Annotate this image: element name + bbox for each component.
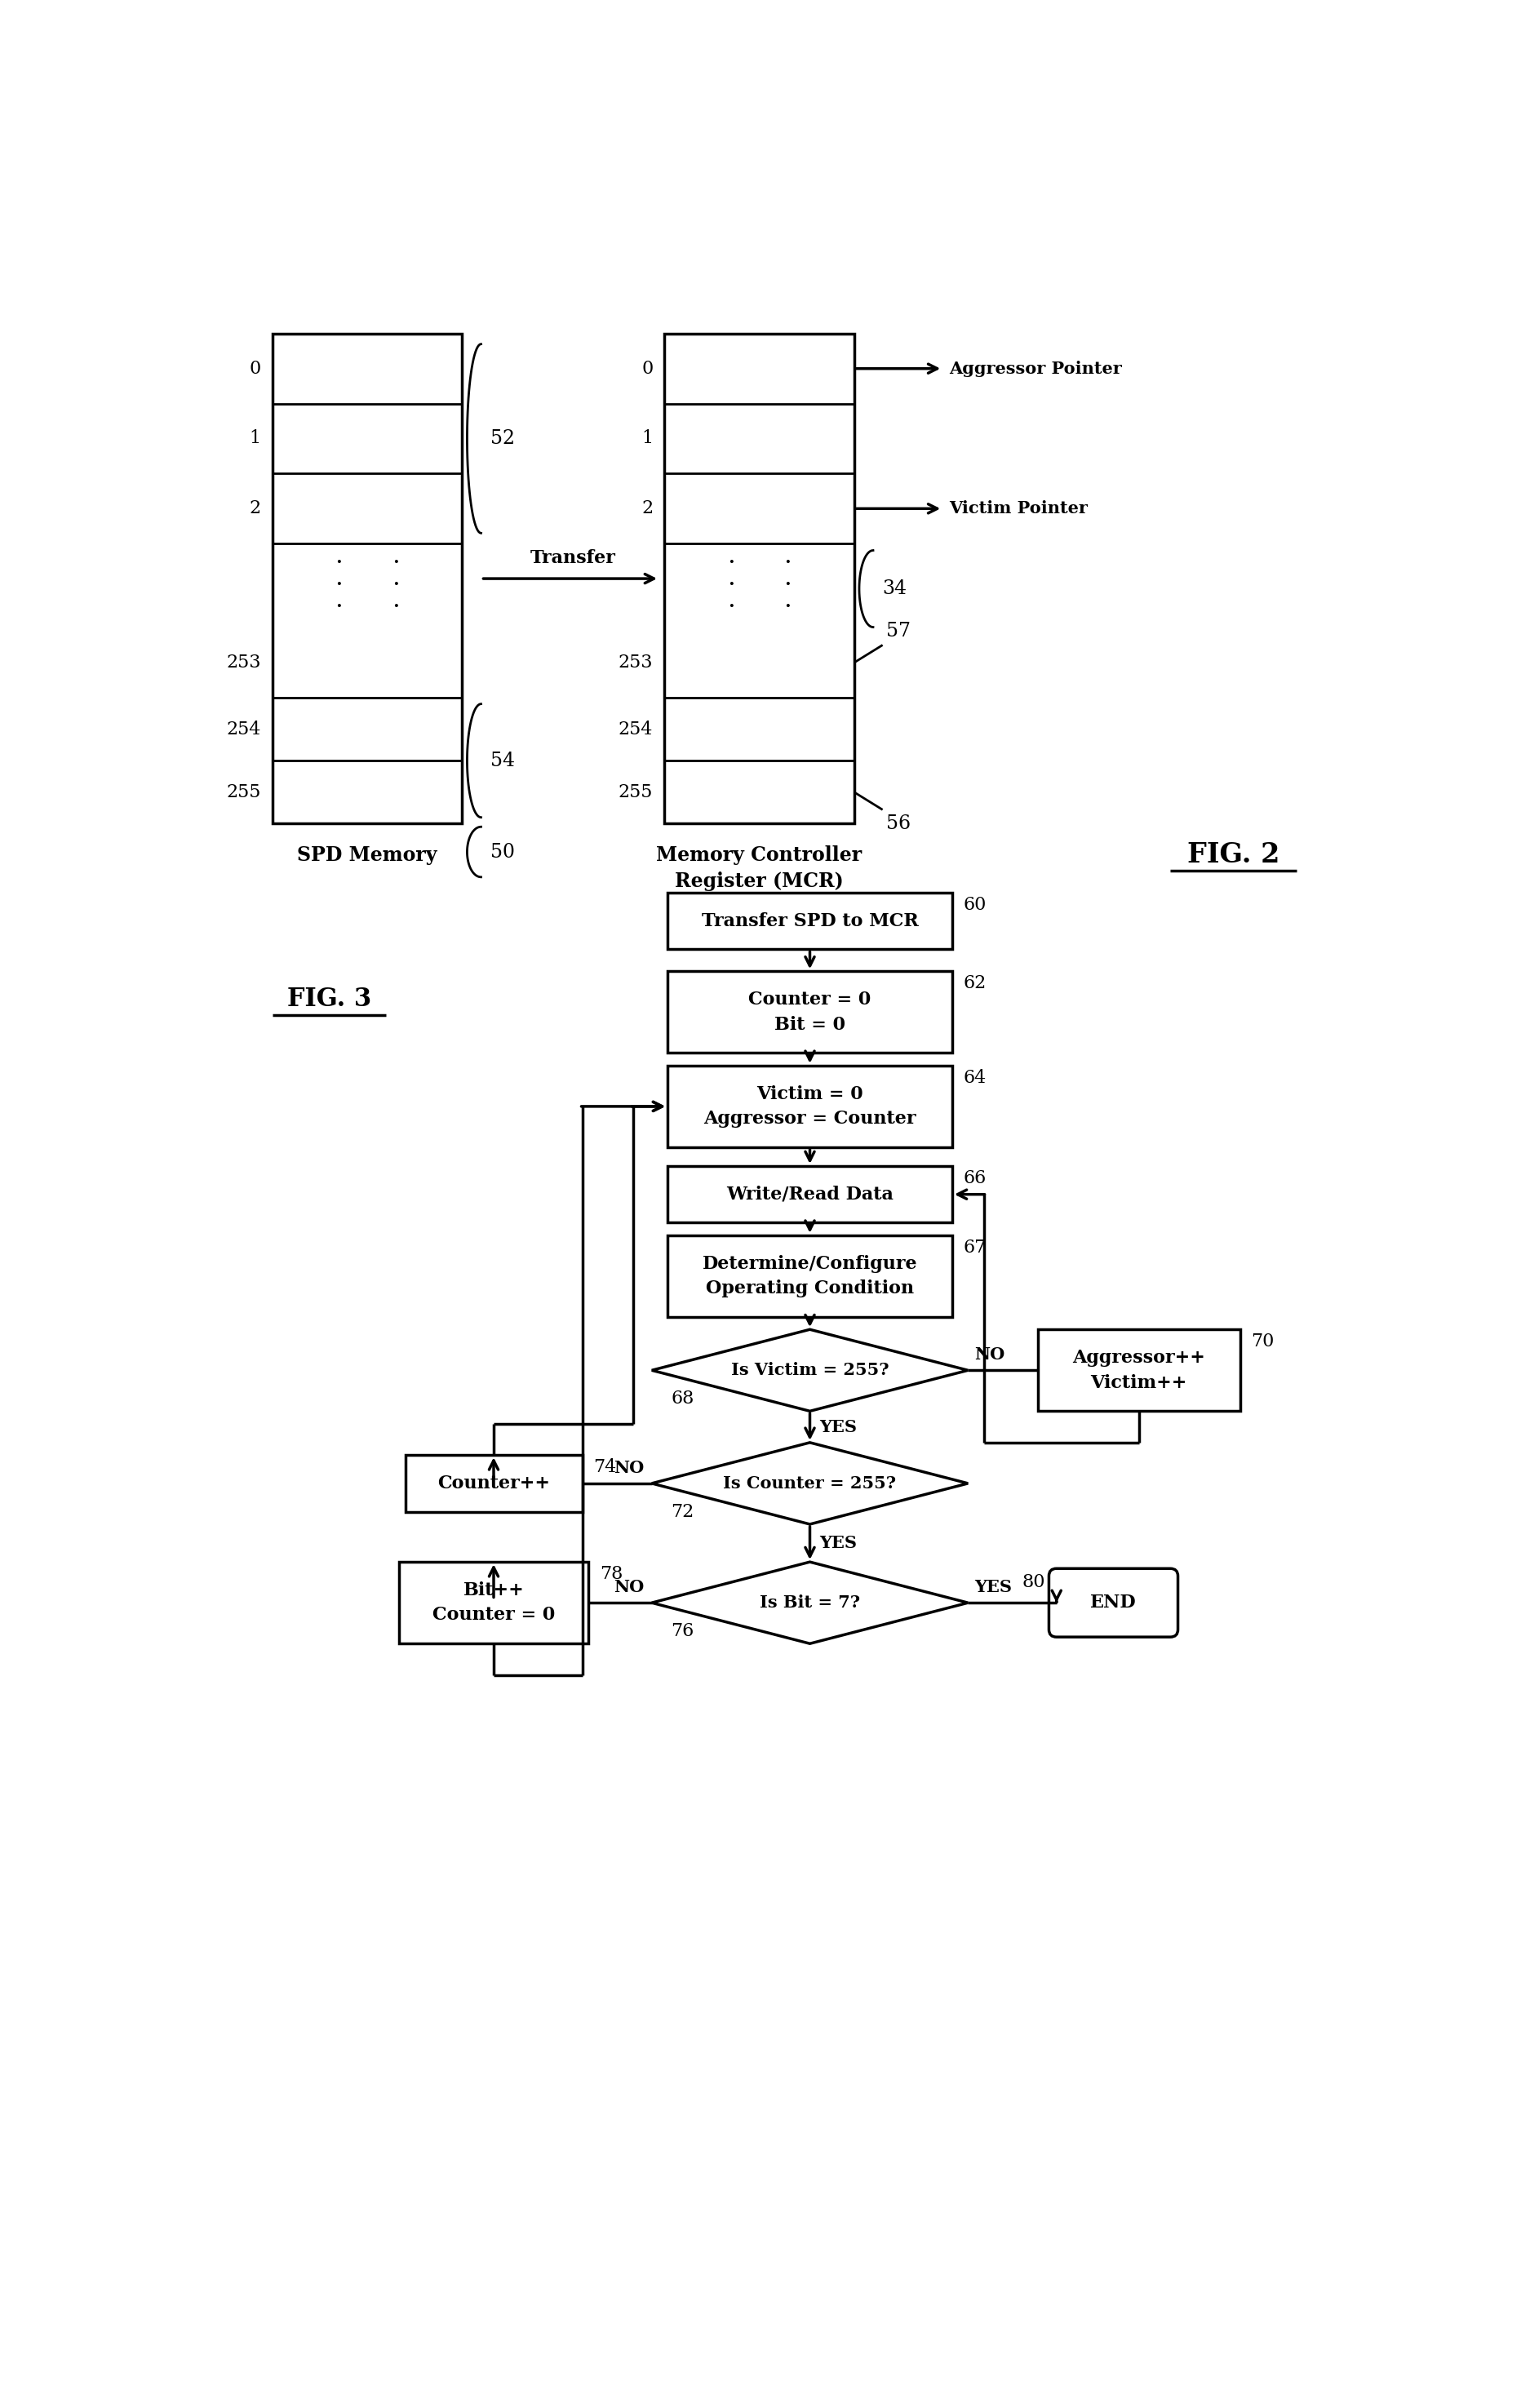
Bar: [399, 1563, 589, 1645]
Bar: [668, 1235, 952, 1317]
Bar: [668, 893, 952, 949]
Text: 0: 0: [642, 359, 653, 378]
Text: Memory Controller
Register (MCR): Memory Controller Register (MCR): [657, 845, 862, 891]
Text: 254: 254: [619, 720, 653, 739]
Text: ·: ·: [392, 551, 400, 576]
Bar: [668, 1165, 952, 1223]
Text: 1: 1: [249, 429, 262, 448]
Text: Transfer: Transfer: [529, 549, 616, 568]
Text: NO: NO: [975, 1346, 1005, 1363]
Text: Transfer SPD to MCR: Transfer SPD to MCR: [701, 913, 919, 929]
Text: Bit++
Counter = 0: Bit++ Counter = 0: [432, 1582, 555, 1623]
Bar: [272, 335, 462, 824]
Polygon shape: [653, 1329, 967, 1411]
Text: 253: 253: [619, 653, 653, 672]
Text: Is Bit = 7?: Is Bit = 7?: [759, 1594, 859, 1611]
Text: ·: ·: [392, 573, 400, 597]
Bar: [405, 1454, 583, 1512]
Text: ·: ·: [783, 595, 792, 621]
Text: ·: ·: [783, 551, 792, 576]
Text: Counter = 0
Bit = 0: Counter = 0 Bit = 0: [748, 990, 872, 1033]
Text: END: END: [1091, 1594, 1136, 1611]
Text: 34: 34: [882, 580, 907, 597]
Text: 255: 255: [227, 783, 262, 802]
FancyBboxPatch shape: [1049, 1568, 1177, 1637]
Text: Determine/Configure
Operating Condition: Determine/Configure Operating Condition: [703, 1255, 917, 1298]
Text: 52: 52: [490, 429, 516, 448]
Text: ·: ·: [335, 595, 342, 621]
Text: 68: 68: [671, 1389, 694, 1409]
Text: Is Counter = 255?: Is Counter = 255?: [724, 1476, 896, 1491]
Text: Counter++: Counter++: [438, 1474, 551, 1493]
Text: Write/Read Data: Write/Read Data: [727, 1185, 893, 1204]
Text: Victim = 0
Aggressor = Counter: Victim = 0 Aggressor = Counter: [704, 1086, 916, 1127]
Text: ·: ·: [727, 595, 735, 621]
Text: ·: ·: [335, 573, 342, 597]
Text: FIG. 2: FIG. 2: [1188, 843, 1279, 869]
Text: Aggressor++
Victim++: Aggressor++ Victim++: [1072, 1348, 1205, 1392]
Text: ·: ·: [392, 595, 400, 621]
Text: 254: 254: [227, 720, 262, 739]
Text: YES: YES: [975, 1580, 1011, 1594]
Bar: [668, 1067, 952, 1146]
Polygon shape: [653, 1442, 967, 1524]
Text: 78: 78: [599, 1565, 624, 1582]
Text: 66: 66: [963, 1170, 987, 1187]
Text: 2: 2: [642, 498, 653, 518]
Text: 74: 74: [593, 1459, 616, 1476]
Text: 70: 70: [1252, 1332, 1275, 1351]
Bar: [668, 970, 952, 1052]
Text: 54: 54: [490, 751, 516, 771]
Bar: [665, 335, 855, 824]
Text: 60: 60: [963, 896, 987, 915]
Text: 0: 0: [249, 359, 262, 378]
Text: Aggressor Pointer: Aggressor Pointer: [949, 361, 1122, 376]
Text: ·: ·: [335, 551, 342, 576]
Text: 80: 80: [1022, 1572, 1045, 1592]
Text: 56: 56: [885, 814, 911, 833]
Text: 62: 62: [963, 975, 987, 992]
Text: 64: 64: [963, 1069, 987, 1086]
Text: 253: 253: [227, 653, 262, 672]
Text: 50: 50: [490, 843, 516, 862]
Text: Victim Pointer: Victim Pointer: [949, 501, 1088, 518]
Text: 2: 2: [249, 498, 262, 518]
Text: 72: 72: [671, 1503, 694, 1522]
Text: 255: 255: [619, 783, 653, 802]
Text: 1: 1: [642, 429, 653, 448]
Text: 67: 67: [963, 1238, 987, 1257]
Text: ·: ·: [783, 573, 792, 597]
Bar: [1037, 1329, 1240, 1411]
Text: SPD Memory: SPD Memory: [297, 845, 437, 864]
Text: FIG. 3: FIG. 3: [287, 987, 371, 1011]
Text: ·: ·: [727, 551, 735, 576]
Text: YES: YES: [820, 1418, 856, 1435]
Text: ·: ·: [727, 573, 735, 597]
Text: YES: YES: [820, 1534, 856, 1551]
Text: NO: NO: [614, 1580, 645, 1594]
Text: 57: 57: [885, 621, 910, 641]
Text: 76: 76: [671, 1623, 694, 1640]
Polygon shape: [653, 1563, 967, 1645]
Text: Is Victim = 255?: Is Victim = 255?: [732, 1363, 888, 1377]
Text: NO: NO: [614, 1459, 645, 1476]
